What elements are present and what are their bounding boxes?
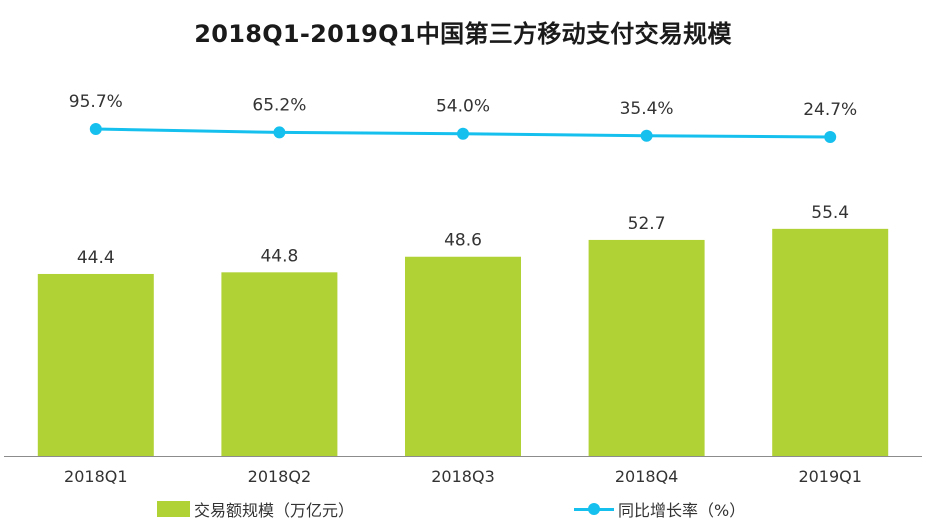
- bar-2018Q4: [588, 239, 705, 456]
- legend-item-bar: 交易额规模（万亿元）: [157, 497, 354, 521]
- growth-rate-point: [89, 123, 102, 135]
- chart-legend: 交易额规模（万亿元） 同比增长率（%）: [0, 497, 926, 527]
- legend-label-bar: 交易额规模（万亿元）: [194, 501, 355, 520]
- legend-label-line: 同比增长率（%）: [618, 501, 746, 520]
- growth-rate-point: [457, 127, 469, 140]
- legend-line-swatch: [574, 501, 614, 517]
- x-tick-label: 2019Q1: [798, 467, 862, 486]
- growth-rate-label: 54.0%: [436, 97, 490, 117]
- bar-2018Q3: [405, 256, 521, 456]
- x-tick-label: 2018Q2: [248, 467, 312, 486]
- chart-title: 2018Q1-2019Q1中国第三方移动支付交易规模: [194, 20, 732, 48]
- bar-2018Q1: [37, 273, 154, 456]
- growth-rate-label: 95.7%: [69, 92, 123, 112]
- growth-rate-label: 65.2%: [252, 95, 306, 115]
- legend-item-line: 同比增长率（%）: [574, 497, 745, 521]
- growth-rate-point: [824, 131, 837, 143]
- growth-rate-point: [640, 129, 653, 142]
- bar-value-label: 44.4: [77, 248, 115, 268]
- growth-rate-label: 24.7%: [803, 100, 857, 120]
- bar-2018Q2: [221, 272, 338, 456]
- bar-value-label: 44.8: [260, 246, 298, 266]
- growth-rate-point: [273, 126, 286, 139]
- x-tick-label: 2018Q1: [64, 467, 128, 486]
- x-tick-label: 2018Q3: [431, 467, 495, 486]
- bar-2019Q1: [772, 228, 889, 456]
- bar-value-label: 55.4: [811, 203, 849, 223]
- growth-rate-label: 35.4%: [620, 99, 674, 119]
- bar-value-label: 48.6: [444, 231, 482, 251]
- legend-bar-swatch: [157, 501, 190, 517]
- bar-value-label: 52.7: [628, 214, 666, 234]
- x-tick-label: 2018Q4: [615, 467, 679, 486]
